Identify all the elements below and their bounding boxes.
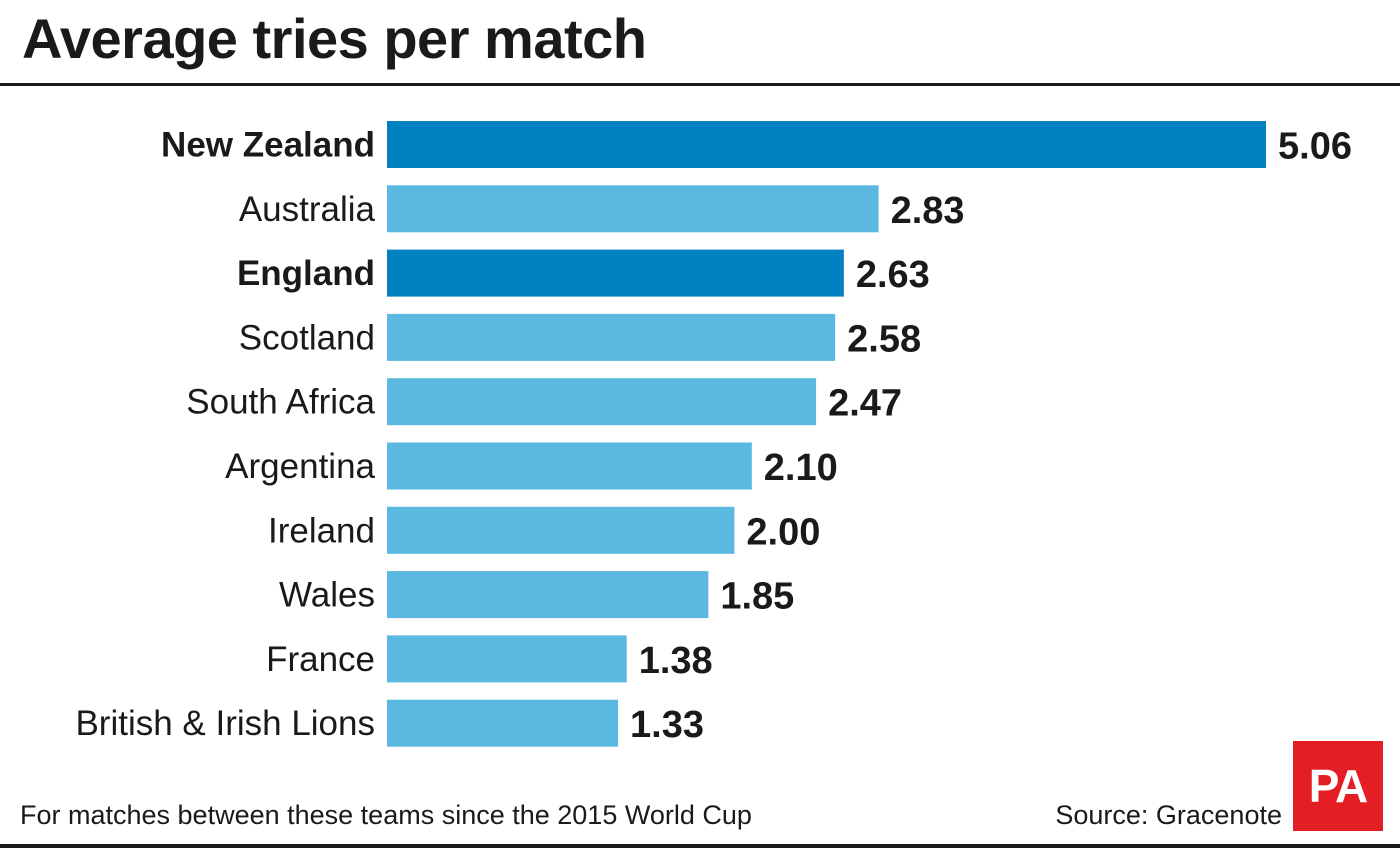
category-label: New Zealand bbox=[161, 126, 375, 165]
bar-chart: New Zealand 5.06 Australia 2.83 England 2.63 S… bbox=[75, 121, 1352, 747]
value-label: 2.58 bbox=[847, 318, 921, 360]
value-label: 1.38 bbox=[639, 640, 713, 682]
footnote: For matches between these teams since th… bbox=[20, 800, 752, 830]
category-label: Ireland bbox=[268, 511, 375, 550]
source-credit: Source: Gracenote bbox=[1055, 800, 1282, 830]
bar bbox=[387, 313, 836, 361]
category-label: Australia bbox=[239, 190, 376, 229]
bottom-divider bbox=[0, 844, 1400, 848]
category-label: England bbox=[237, 254, 375, 293]
category-label: France bbox=[266, 640, 375, 679]
value-label: 2.83 bbox=[891, 190, 965, 232]
bar bbox=[387, 699, 619, 747]
value-label: 1.85 bbox=[720, 576, 794, 618]
value-label: 2.10 bbox=[764, 447, 838, 489]
category-label: Scotland bbox=[239, 318, 375, 357]
bar bbox=[387, 635, 627, 683]
bar bbox=[387, 571, 709, 619]
bar bbox=[387, 442, 752, 490]
category-label: Argentina bbox=[225, 447, 375, 486]
bar bbox=[387, 506, 735, 554]
value-label: 2.63 bbox=[856, 254, 930, 296]
bar bbox=[387, 249, 844, 297]
bar bbox=[387, 185, 879, 233]
bar bbox=[387, 378, 817, 426]
value-label: 5.06 bbox=[1278, 126, 1352, 168]
bar bbox=[387, 121, 1266, 168]
value-label: 2.00 bbox=[746, 511, 820, 553]
category-label: British & Irish Lions bbox=[75, 704, 375, 743]
title-divider bbox=[0, 83, 1400, 86]
pa-logo: PA bbox=[1293, 741, 1383, 831]
value-label: 1.33 bbox=[630, 704, 704, 746]
chart-title: Average tries per match bbox=[22, 7, 647, 70]
value-label: 2.47 bbox=[828, 383, 902, 425]
category-label: Wales bbox=[279, 576, 375, 615]
category-label: South Africa bbox=[186, 383, 375, 422]
